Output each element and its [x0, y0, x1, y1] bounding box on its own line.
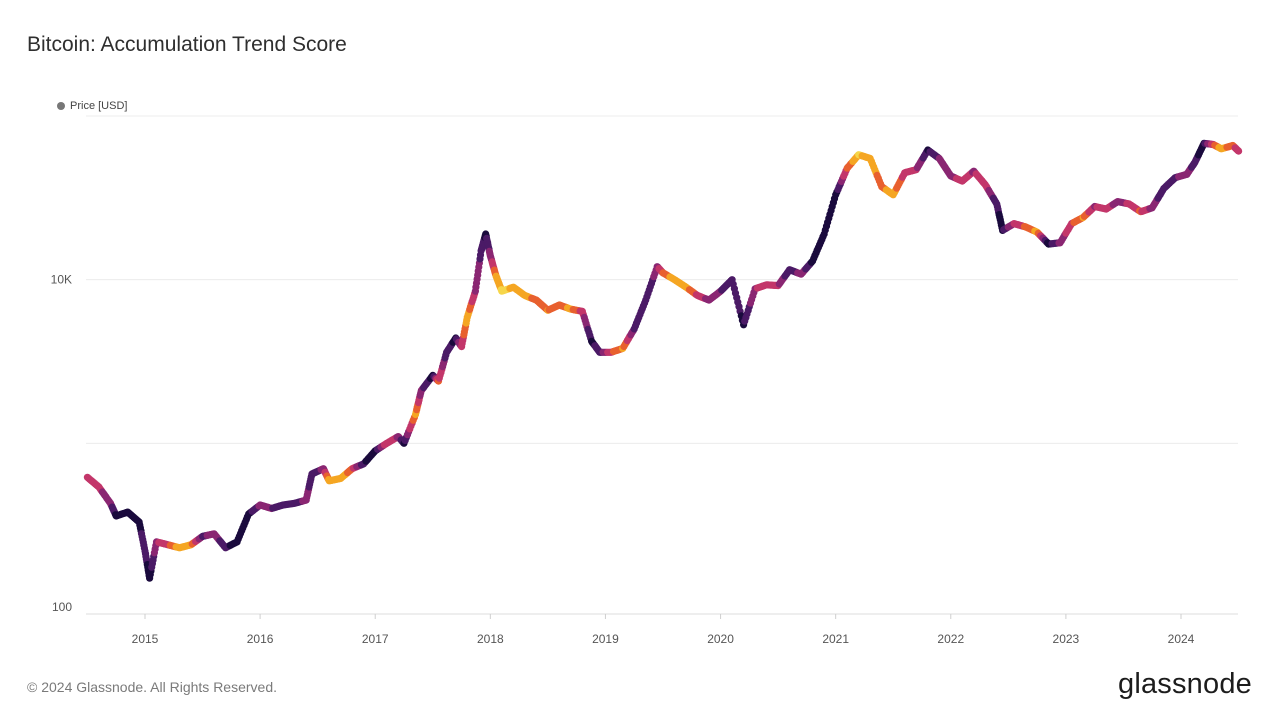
- x-tick-label: 2018: [477, 632, 504, 646]
- y-tick-label: 10K: [51, 273, 72, 287]
- legend[interactable]: Price [USD]: [57, 100, 127, 112]
- page-title: Bitcoin: Accumulation Trend Score: [27, 33, 347, 56]
- x-tick-label: 2024: [1168, 632, 1195, 646]
- x-axis: 2015 2016 2017 2018 2019 2020 2021 2022 2023 2024: [132, 614, 1195, 646]
- legend-label: Price [USD]: [70, 100, 128, 112]
- x-tick-label: 2015: [132, 632, 159, 646]
- legend-dot-icon: [57, 102, 65, 110]
- x-tick-label: 2017: [362, 632, 389, 646]
- x-tick-label: 2019: [592, 632, 619, 646]
- x-tick-label: 2021: [822, 632, 849, 646]
- glassnode-logo[interactable]: glassnode: [1117, 668, 1252, 700]
- copyright: © 2024 Glassnode. All Rights Reserved.: [27, 679, 278, 695]
- series-points: [83, 139, 1243, 582]
- x-tick-label: 2016: [247, 632, 274, 646]
- x-tick-label: 2020: [707, 632, 734, 646]
- x-tick-label: 2022: [937, 632, 964, 646]
- y-tick-label: 100: [52, 600, 72, 614]
- data-point: [1235, 147, 1243, 155]
- x-tick-label: 2023: [1053, 632, 1080, 646]
- y-axis: 100 10K: [51, 273, 73, 614]
- gridlines: [86, 115, 1238, 615]
